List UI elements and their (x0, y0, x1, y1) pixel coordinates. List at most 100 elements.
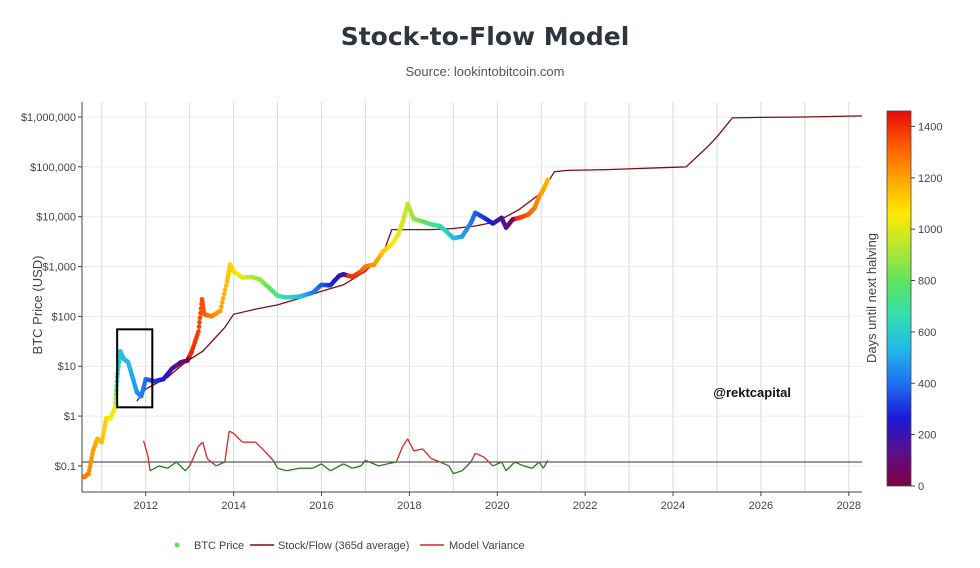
model-variance-segment (461, 461, 472, 472)
x-tick-label: 2024 (661, 500, 685, 512)
y-tick-label: $0.1 (55, 461, 76, 473)
model-variance-segment (198, 441, 204, 447)
btc-price-point (223, 283, 229, 289)
stock-flow-line (136, 115, 863, 402)
model-variance-segment (514, 461, 524, 467)
colorbar-title: Days until next halving (864, 233, 879, 363)
btc-price-point (221, 291, 227, 297)
model-variance-segment (224, 431, 230, 463)
model-variance-segment (286, 467, 300, 472)
model-variance-segment (176, 461, 186, 472)
model-variance-segment (475, 452, 485, 458)
y-tick-label: $100,000 (30, 162, 76, 174)
btc-price-point (545, 177, 551, 183)
model-variance-segment (149, 465, 160, 472)
x-tick-label: 2014 (221, 500, 245, 512)
x-tick-label: 2020 (485, 500, 509, 512)
btc-price-point (218, 308, 223, 314)
y-tick-label: $1,000,000 (21, 112, 76, 124)
colorbar: 0 200 400 600 800 1000 1200 1400 (886, 110, 942, 493)
colorbar-tick-label: 400 (918, 378, 936, 390)
y-tick-label: $10 (58, 361, 76, 373)
colorbar-tick-label: 1400 (918, 121, 942, 133)
model-variance-segment (492, 461, 502, 467)
model-variance-segment (395, 445, 404, 463)
y-tick-label: $100 (52, 311, 76, 323)
chart-subtitle: Source: lookintobitcoin.com (406, 64, 565, 79)
model-variance-segment (228, 430, 234, 434)
axes: 2012 2014 2016 2018 2020 2022 2024 2026 2028 $0.1… (21, 102, 862, 512)
model-variance-segment (453, 470, 463, 475)
model-variance-segment (538, 461, 544, 469)
btc-price-point (102, 426, 107, 431)
model-variance-segment (407, 438, 415, 452)
model-variance-segment (501, 461, 507, 472)
y-tick-label: $1,000 (42, 262, 76, 274)
y-tick-label: $1 (64, 411, 76, 423)
model-variance-segment (272, 459, 279, 469)
btc-price-point (222, 287, 228, 293)
x-tick-label: 2018 (397, 500, 421, 512)
legend-label-stock-flow: Stock/Flow (365d average) (278, 540, 409, 552)
model-variance-segment (483, 456, 494, 467)
model-variance-segment (531, 461, 540, 469)
model-variance-segment (343, 463, 353, 469)
colorbar-tick-label: 200 (918, 430, 936, 442)
chart-title: Stock-to-Flow Model (341, 22, 630, 51)
btc-price-point (112, 405, 118, 410)
model-variance-segment (263, 450, 274, 461)
model-variance-segment (413, 448, 423, 452)
model-variance-segment (167, 461, 177, 469)
colorbar-tick-label: 1200 (918, 173, 942, 185)
model-variance-segment (505, 461, 516, 472)
model-variance-segment (378, 463, 388, 467)
model-variance-segment (439, 461, 450, 467)
watermark-annotation: @rektcapital (713, 385, 791, 400)
grid (82, 102, 862, 492)
model-variance-segment (422, 448, 432, 460)
colorbar-bar (886, 110, 912, 487)
model-variance-segment (215, 461, 226, 467)
model-variance-segment (233, 432, 243, 443)
model-variance-segment (352, 465, 362, 469)
legend-marker-btc-price (174, 542, 180, 548)
model-variance-segment (142, 440, 149, 456)
model-variance-segment (387, 461, 397, 465)
model-variance-segment (329, 463, 344, 472)
model-variance-segment (470, 452, 476, 463)
model-variance-segment (184, 465, 191, 472)
model-variance-segment (365, 459, 379, 467)
model-variance-segment (158, 465, 168, 469)
model-variance-segment (206, 458, 217, 467)
x-tick-label: 2022 (573, 500, 597, 512)
colorbar-tick-label: 1000 (918, 224, 942, 236)
model-variance-segment (431, 458, 441, 463)
model-variance-segment (542, 459, 549, 469)
legend-label-btc-price: BTC Price (194, 540, 244, 552)
x-tick-label: 2016 (309, 500, 333, 512)
y-axis-title: BTC Price (USD) (30, 256, 45, 355)
y-tick-label: $10,000 (36, 212, 76, 224)
x-tick-label: 2012 (133, 500, 157, 512)
colorbar-tick-label: 600 (918, 327, 936, 339)
btc-price-point (100, 436, 105, 442)
btc-price-point (197, 315, 203, 321)
colorbar-tick-label: 800 (918, 276, 936, 288)
model-variance-segment (147, 455, 151, 471)
btc-price-point (220, 300, 225, 305)
btc-price-point (101, 429, 106, 435)
btc-price-point (99, 439, 105, 445)
colorbar-tick-label: 0 (918, 481, 924, 493)
btc-price-point (197, 319, 202, 325)
model-variance-segment (189, 445, 200, 467)
model-variance-segment (523, 465, 533, 469)
model-variance-segment (321, 463, 331, 472)
plot-area (81, 115, 863, 480)
btc-price-point (196, 329, 201, 334)
x-tick-label: 2026 (749, 500, 773, 512)
btc-price-point (102, 422, 108, 428)
model-variance-segment (312, 463, 322, 469)
model-variance-segment (277, 467, 287, 472)
btc-price-point (220, 295, 226, 301)
